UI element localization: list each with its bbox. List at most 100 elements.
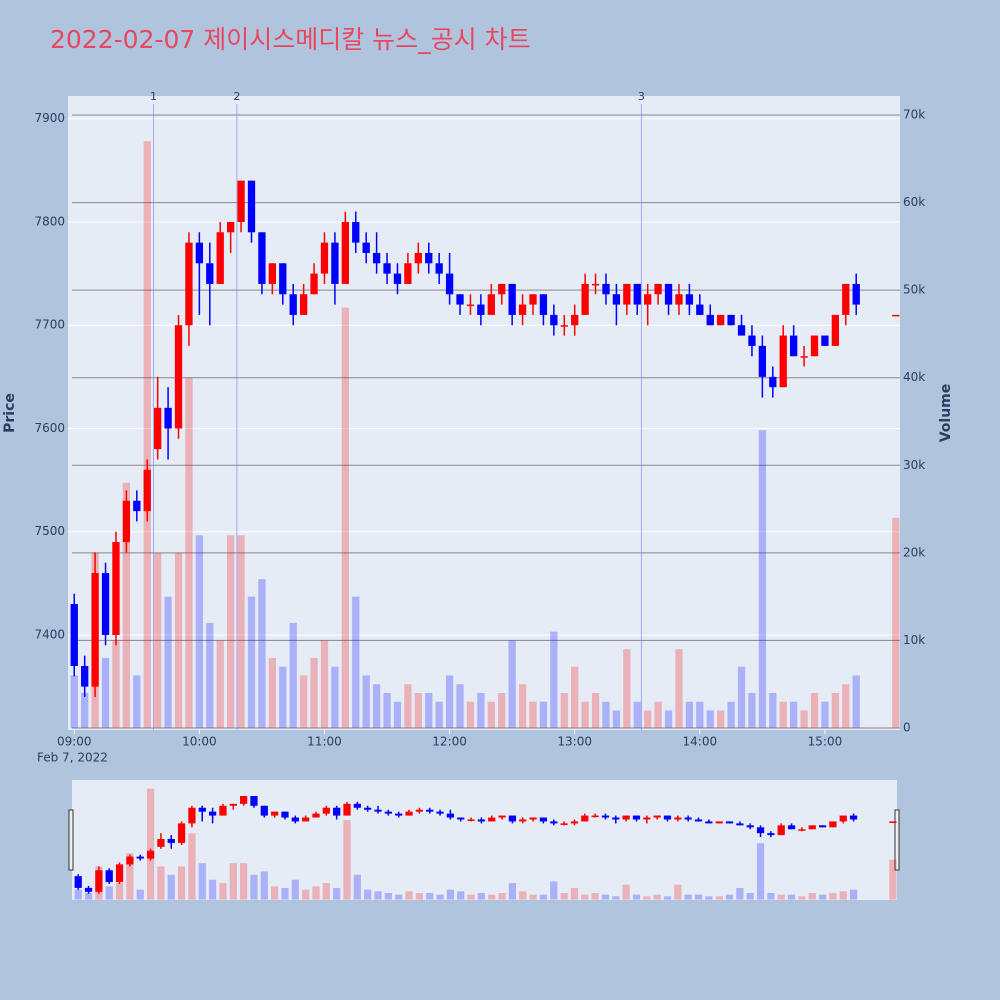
- mini-candle-body: [612, 817, 620, 820]
- candle-body: [237, 180, 245, 222]
- candle-body: [258, 232, 266, 284]
- mini-candle-body: [188, 807, 196, 824]
- mini-candle-body: [343, 803, 351, 816]
- volume-bar: [341, 307, 349, 728]
- candle-body: [216, 232, 224, 284]
- mini-candle-body: [622, 815, 630, 820]
- mini-volume-bar: [467, 894, 475, 900]
- candle-body: [518, 304, 527, 315]
- volume-bar: [758, 430, 767, 728]
- mini-volume-bar: [415, 892, 423, 900]
- volume-bar: [602, 701, 610, 728]
- candle-body: [352, 221, 360, 243]
- mini-volume-bar: [746, 892, 754, 900]
- y-tick-label: 7700: [34, 318, 65, 332]
- volume-bar: [852, 675, 860, 728]
- candle-body: [226, 221, 235, 233]
- volume-bar: [445, 675, 454, 728]
- volume-bar: [800, 710, 808, 728]
- candle-body: [185, 242, 193, 326]
- y2-tick-label: 60k: [903, 195, 925, 209]
- volume-bar: [810, 692, 819, 728]
- mini-candle-body: [84, 887, 93, 892]
- mini-candle-body: [632, 815, 641, 820]
- volume-bar: [195, 535, 204, 728]
- candle-body: [435, 263, 443, 274]
- volume-bar: [206, 622, 214, 728]
- volume-bar: [529, 701, 537, 728]
- y-axis-label: Price: [2, 393, 18, 433]
- mini-candle-body: [115, 864, 124, 883]
- candle-body: [758, 345, 767, 377]
- candle-body: [310, 273, 318, 295]
- mini-candle-body: [684, 817, 692, 820]
- volume-bar: [498, 692, 506, 728]
- range-handle[interactable]: [68, 809, 74, 871]
- mini-candle-body: [889, 821, 897, 823]
- mini-volume-bar: [612, 896, 620, 900]
- mini-volume-bar: [570, 888, 579, 900]
- volume-bar: [404, 684, 412, 728]
- mini-candle-body: [839, 815, 847, 822]
- mini-volume-bar: [405, 891, 413, 900]
- mini-volume-bar: [519, 891, 527, 900]
- candle-body: [70, 604, 78, 666]
- mini-candle-body: [126, 856, 134, 865]
- plot-area: [68, 96, 900, 730]
- volume-bar: [790, 701, 798, 728]
- mini-candle-body: [581, 815, 589, 822]
- mini-candle-body: [777, 825, 785, 836]
- mini-volume-bar: [808, 892, 816, 900]
- mini-volume-bar: [539, 894, 548, 900]
- annotation-label: 1: [150, 90, 157, 103]
- volume-bar: [779, 701, 787, 728]
- range-handle[interactable]: [894, 809, 900, 871]
- candle-body: [685, 294, 694, 305]
- mini-volume-bar: [146, 788, 155, 900]
- mini-volume-bar: [322, 883, 330, 900]
- mini-candle-body: [457, 817, 465, 820]
- range-slider[interactable]: [72, 780, 897, 900]
- candle-body: [633, 283, 641, 305]
- mini-candle-body: [643, 817, 651, 820]
- volume-bar: [696, 701, 704, 728]
- x-tick-label: 12:00: [432, 735, 467, 749]
- mini-volume-bar: [622, 884, 630, 900]
- mini-candle-body: [415, 809, 423, 812]
- volume-bar: [654, 701, 662, 728]
- candle-body: [539, 294, 548, 315]
- mini-volume-bar: [777, 894, 785, 900]
- mini-volume-bar: [250, 874, 258, 900]
- y-tick-label: 7800: [34, 214, 65, 228]
- mini-candle-body: [136, 856, 144, 859]
- y-tick-label: 7900: [34, 111, 65, 125]
- mini-candle-body: [333, 807, 341, 816]
- volume-bar: [508, 640, 516, 728]
- mini-volume-bar: [798, 896, 806, 900]
- candle-body: [133, 500, 141, 512]
- candle-body: [320, 242, 329, 274]
- mini-volume-bar: [889, 859, 897, 900]
- mini-candle-body: [105, 870, 113, 883]
- y2-tick-label: 70k: [903, 108, 925, 122]
- volume-bar: [352, 596, 360, 728]
- candle-body: [81, 665, 89, 687]
- mini-volume-bar: [353, 874, 361, 900]
- candle-body: [591, 283, 600, 286]
- candle-body: [842, 283, 850, 315]
- mini-candle-body: [219, 805, 227, 816]
- volume-bar: [122, 482, 131, 728]
- mini-candle-body: [601, 815, 610, 818]
- mini-volume-bar: [498, 892, 506, 900]
- candle-body: [831, 314, 840, 346]
- candle-body: [779, 335, 787, 388]
- volume-bar: [612, 710, 621, 728]
- candle-body: [706, 314, 714, 326]
- mini-candle-body: [529, 817, 537, 820]
- candle-body: [341, 221, 349, 284]
- volume-bar: [164, 596, 172, 728]
- candle-body: [581, 283, 589, 315]
- mini-candle-body: [715, 821, 723, 824]
- mini-volume-bar: [663, 896, 672, 900]
- volume-bar: [737, 666, 746, 728]
